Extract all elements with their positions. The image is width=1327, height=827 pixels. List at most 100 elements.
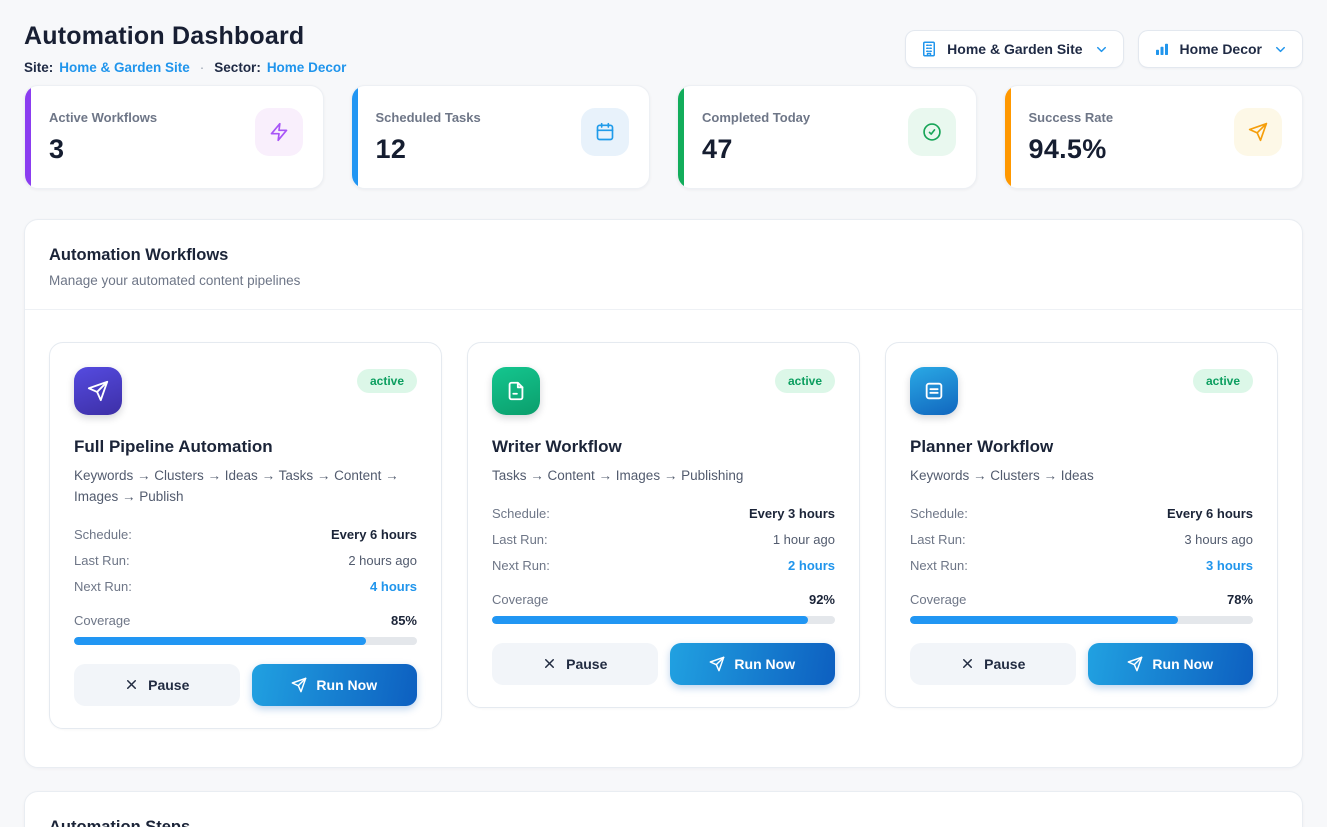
coverage-progress-bar [74, 636, 417, 645]
sector-selector-dropdown[interactable]: Home Decor [1137, 30, 1303, 68]
workflow-card-full-pipeline: active Full Pipeline Automation Keywords… [49, 342, 442, 729]
schedule-value: Every 6 hours [331, 527, 417, 543]
status-badge: active [774, 369, 835, 393]
chevron-down-icon [1094, 42, 1109, 57]
pause-button[interactable]: Pause [74, 663, 240, 706]
steps-title: Automation Steps [49, 817, 191, 827]
stat-label: Scheduled Tasks [375, 110, 481, 125]
accent-bar [678, 86, 684, 188]
steps-panel-header: Automation Steps Configure which steps a… [25, 792, 1302, 827]
stat-card-active-workflows: Active Workflows 3 [24, 85, 324, 189]
close-icon [542, 656, 557, 671]
workflows-panel-header: Automation Workflows Manage your automat… [25, 220, 1302, 310]
accent-bar [1004, 86, 1011, 188]
page-header: Automation Dashboard Site: Home & Garden… [24, 22, 1303, 75]
accent-bar [351, 86, 358, 188]
schedule-row: Schedule: Every 6 hours [74, 527, 417, 543]
stat-card-completed-today: Completed Today 47 [677, 85, 977, 189]
bar-chart-icon [1153, 40, 1171, 58]
coverage-progress-bar [492, 615, 835, 624]
header-left: Automation Dashboard Site: Home & Garden… [24, 22, 346, 75]
sector-label: Sector: [214, 60, 261, 75]
header-selectors: Home & Garden Site Home Decor [905, 30, 1303, 68]
coverage-progress-fill [74, 636, 366, 645]
stat-value: 94.5% [1028, 134, 1107, 164]
list-icon [910, 367, 958, 415]
site-label: Site: [24, 60, 54, 75]
stat-value: 12 [375, 134, 407, 164]
site-link[interactable]: Home & Garden Site [59, 60, 190, 75]
schedule-row: Schedule: Every 6 hours [910, 506, 1253, 522]
sector-selector-value: Home Decor [1179, 41, 1262, 57]
stat-label: Active Workflows [49, 110, 158, 125]
stat-value: 3 [49, 134, 65, 164]
site-selector-value: Home & Garden Site [947, 41, 1083, 57]
schedule-row: Schedule: Every 3 hours [492, 506, 835, 522]
coverage-row: Coverage 85% [74, 612, 417, 628]
check-circle-icon [907, 108, 956, 156]
last-run-value: 1 hour ago [772, 532, 835, 548]
workflow-card-planner: active Planner Workflow Keywords → Clust… [885, 342, 1278, 708]
status-badge: active [356, 369, 417, 393]
next-run-value: 3 hours [1206, 558, 1253, 574]
automation-steps-panel: Automation Steps Configure which steps a… [24, 790, 1303, 827]
coverage-progress-bar [910, 615, 1253, 624]
page-title: Automation Dashboard [24, 22, 305, 50]
last-run-row: Last Run: 3 hours ago [910, 532, 1253, 548]
workflow-title: Full Pipeline Automation [74, 437, 273, 456]
stat-value: 47 [702, 134, 733, 164]
send-icon [74, 367, 122, 415]
coverage-value: 92% [808, 591, 835, 607]
breadcrumb: Site: Home & Garden Site · Sector: Home … [24, 60, 346, 75]
close-icon [960, 656, 975, 671]
pause-button[interactable]: Pause [492, 642, 658, 685]
stat-card-scheduled-tasks: Scheduled Tasks 12 [350, 85, 650, 189]
last-run-value: 3 hours ago [1184, 532, 1253, 548]
accent-bar [25, 86, 31, 188]
workflow-title: Writer Workflow [492, 437, 622, 456]
chevron-down-icon [1273, 42, 1288, 57]
last-run-value: 2 hours ago [348, 553, 417, 569]
workflow-cards-grid: active Full Pipeline Automation Keywords… [25, 310, 1302, 767]
dot-separator: · [199, 60, 205, 75]
site-selector-dropdown[interactable]: Home & Garden Site [905, 30, 1124, 68]
coverage-value: 85% [390, 612, 417, 628]
run-now-button[interactable]: Run Now [1087, 642, 1253, 685]
coverage-progress-fill [910, 615, 1178, 624]
next-run-value: 4 hours [370, 579, 417, 595]
schedule-value: Every 3 hours [749, 506, 835, 522]
send-icon [291, 677, 307, 693]
next-run-row: Next Run: 2 hours [492, 558, 835, 574]
workflows-panel: Automation Workflows Manage your automat… [24, 219, 1303, 768]
coverage-progress-fill [492, 615, 808, 624]
coverage-row: Coverage 92% [492, 591, 835, 607]
sector-link[interactable]: Home Decor [266, 60, 347, 75]
stat-label: Completed Today [702, 110, 811, 125]
workflow-card-writer: active Writer Workflow Tasks → Content →… [467, 342, 860, 708]
workflows-title: Automation Workflows [49, 246, 229, 264]
run-now-button[interactable]: Run Now [669, 642, 835, 685]
building-icon [920, 40, 938, 58]
status-badge: active [1192, 369, 1253, 393]
last-run-row: Last Run: 2 hours ago [74, 553, 417, 569]
schedule-value: Every 6 hours [1167, 506, 1253, 522]
send-icon [709, 656, 725, 672]
stat-card-success-rate: Success Rate 94.5% [1003, 85, 1303, 189]
next-run-value: 2 hours [788, 558, 835, 574]
workflows-subtitle: Manage your automated content pipelines [49, 273, 301, 288]
run-now-button[interactable]: Run Now [251, 663, 417, 706]
send-icon [1127, 656, 1143, 672]
pause-button[interactable]: Pause [910, 642, 1076, 685]
next-run-row: Next Run: 3 hours [910, 558, 1253, 574]
workflow-description: Keywords → Clusters → Ideas [910, 468, 1094, 483]
workflow-description: Keywords → Clusters → Ideas → Tasks → Co… [74, 468, 399, 504]
send-icon [1234, 108, 1282, 156]
coverage-row: Coverage 78% [910, 591, 1253, 607]
close-icon [124, 677, 139, 692]
last-run-row: Last Run: 1 hour ago [492, 532, 835, 548]
workflow-description: Tasks → Content → Images → Publishing [492, 468, 744, 483]
calendar-icon [581, 108, 629, 156]
document-icon [492, 367, 540, 415]
workflow-title: Planner Workflow [910, 437, 1054, 456]
